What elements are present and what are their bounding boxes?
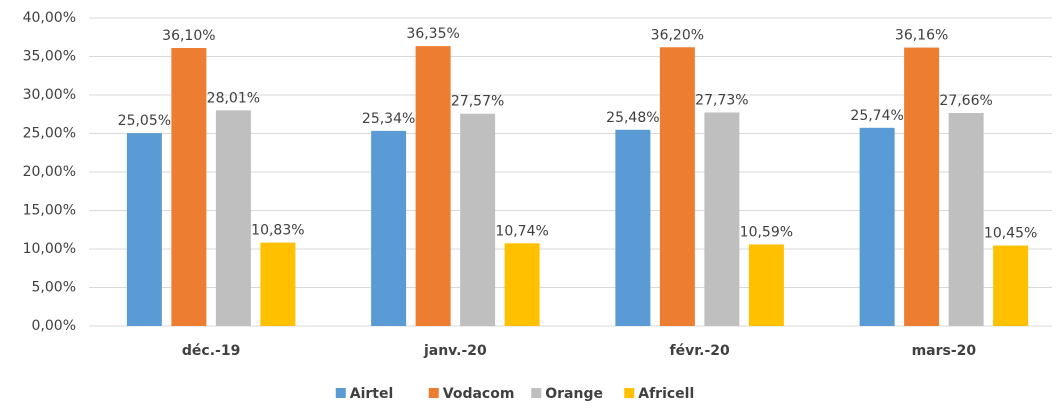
y-tick-label: 10,00% bbox=[23, 241, 76, 257]
legend-label: Africell bbox=[638, 386, 694, 402]
bar bbox=[504, 243, 540, 326]
value-label: 10,59% bbox=[740, 224, 793, 240]
y-tick-label: 15,00% bbox=[23, 203, 76, 219]
x-tick-label: mars-20 bbox=[912, 343, 977, 359]
value-label: 27,73% bbox=[695, 92, 748, 108]
legend-label: Airtel bbox=[350, 386, 394, 402]
bar bbox=[993, 245, 1029, 326]
bar bbox=[460, 113, 496, 326]
value-label: 36,10% bbox=[162, 28, 215, 44]
value-label: 10,45% bbox=[984, 226, 1037, 242]
value-label: 25,48% bbox=[606, 110, 659, 126]
x-tick-label: déc.-19 bbox=[182, 343, 240, 359]
y-tick-label: 25,00% bbox=[23, 126, 76, 142]
bar bbox=[904, 47, 940, 327]
value-label: 25,05% bbox=[118, 113, 171, 129]
bar bbox=[615, 129, 651, 326]
value-label: 36,35% bbox=[406, 26, 459, 42]
value-label: 36,16% bbox=[895, 28, 948, 44]
y-tick-label: 0,00% bbox=[32, 318, 76, 334]
y-tick-label: 20,00% bbox=[23, 164, 76, 180]
value-label: 27,57% bbox=[451, 94, 504, 110]
bar bbox=[415, 46, 451, 326]
value-label: 10,74% bbox=[495, 223, 548, 239]
value-label: 25,34% bbox=[362, 111, 415, 127]
bar bbox=[171, 48, 207, 326]
bar bbox=[260, 242, 296, 326]
value-label: 36,20% bbox=[651, 27, 704, 43]
value-label: 27,66% bbox=[939, 93, 992, 109]
bar bbox=[215, 110, 251, 326]
y-tick-label: 5,00% bbox=[32, 280, 76, 296]
bar bbox=[371, 130, 407, 326]
bar bbox=[748, 244, 784, 326]
legend-swatch bbox=[335, 388, 346, 398]
legend-swatch bbox=[428, 388, 439, 398]
bar bbox=[659, 47, 695, 326]
value-label: 28,01% bbox=[207, 90, 260, 106]
x-tick-label: févr.-20 bbox=[670, 343, 730, 359]
value-label: 25,74% bbox=[850, 108, 903, 124]
legend-label: Orange bbox=[545, 386, 603, 402]
y-tick-label: 40,00% bbox=[23, 10, 76, 26]
x-tick-label: janv.-20 bbox=[423, 343, 487, 359]
legend-swatch bbox=[531, 388, 542, 398]
bar bbox=[126, 133, 162, 326]
y-tick-label: 30,00% bbox=[23, 87, 76, 103]
y-tick-label: 35,00% bbox=[23, 49, 76, 65]
legend-swatch bbox=[624, 388, 635, 398]
bar bbox=[859, 127, 895, 326]
bar bbox=[948, 113, 984, 326]
value-label: 10,83% bbox=[251, 223, 304, 239]
bar bbox=[704, 112, 740, 326]
legend-label: Vodacom bbox=[443, 386, 515, 402]
